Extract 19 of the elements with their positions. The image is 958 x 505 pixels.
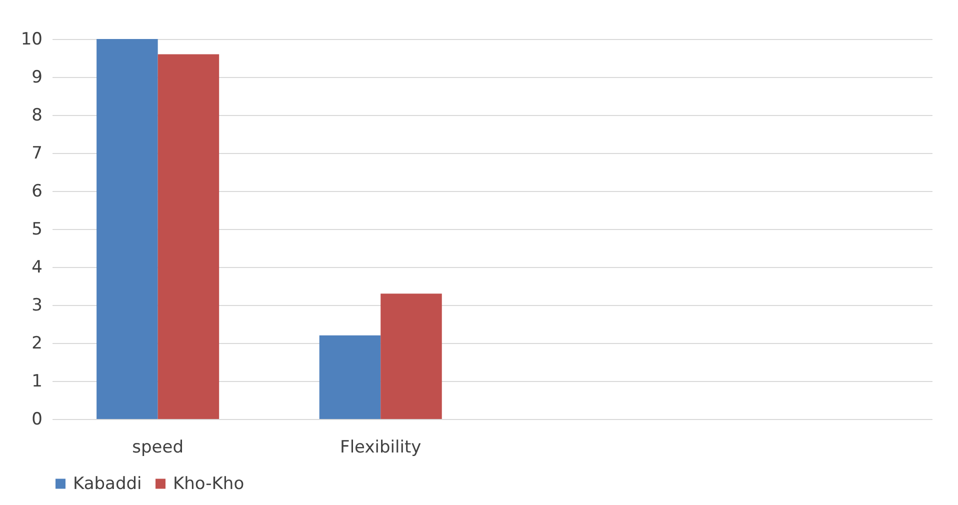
y-tick-label: 5	[32, 220, 42, 240]
y-tick-label: 0	[32, 410, 42, 430]
y-tick-label: 2	[32, 334, 42, 354]
y-tick-label: 7	[32, 144, 42, 164]
legend-label: Kho-Kho	[173, 474, 244, 494]
y-tick-label: 6	[32, 182, 42, 202]
x-tick-label: Flexibility	[340, 438, 422, 458]
y-tick-label: 3	[32, 296, 42, 316]
y-tick-label: 9	[32, 68, 42, 88]
bar	[319, 335, 381, 419]
bar	[96, 39, 158, 419]
y-tick-label: 8	[32, 106, 42, 126]
y-tick-label: 4	[32, 258, 42, 278]
y-tick-label: 1	[32, 372, 42, 392]
x-tick-label: speed	[132, 438, 184, 458]
bar	[380, 294, 442, 419]
bar	[158, 54, 220, 419]
y-tick-label: 10	[20, 30, 42, 50]
legend-label: Kabaddi	[73, 474, 142, 494]
